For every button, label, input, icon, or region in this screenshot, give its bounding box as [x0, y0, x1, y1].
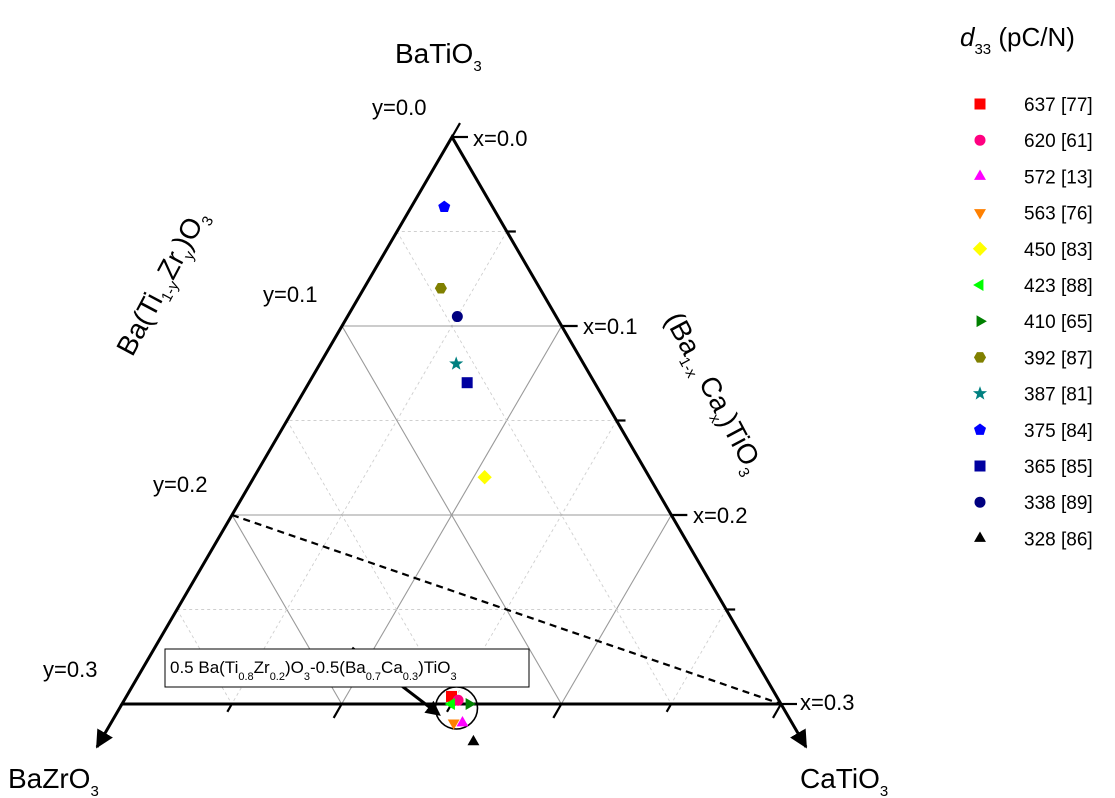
legend-marker-11 [974, 496, 986, 508]
legend-entry-8: 387 [81] [1024, 385, 1093, 406]
grid-line [451, 420, 617, 705]
data-point-4 [477, 470, 492, 485]
data-point-6 [465, 698, 476, 710]
legend-marker-8 [972, 386, 988, 400]
legend-entry-9: 375 [84] [1024, 421, 1093, 442]
x-axis-title: (Ba1-x Cax)TiO3 [655, 307, 770, 480]
tick-marks [113, 122, 797, 719]
z-tick-mark [772, 703, 782, 719]
grid-line [396, 231, 672, 705]
z-tick-mark [226, 703, 233, 713]
y-tick-mark [286, 412, 293, 422]
data-point-11 [451, 311, 463, 323]
legend-marker-0 [974, 98, 986, 110]
legend-entry-5: 423 [88] [1024, 276, 1093, 297]
data-points [434, 200, 492, 746]
legend-entry-4: 450 [83] [1024, 240, 1093, 261]
grid-line [231, 231, 508, 705]
x-tick-2: x=0.2 [693, 503, 747, 528]
z-tick-mark [665, 703, 673, 713]
y-tick-mark [341, 311, 351, 327]
data-point-10 [461, 377, 473, 389]
legend-marker-7 [973, 352, 987, 363]
y-tick-mark [176, 601, 183, 611]
vertex-left-label: BaZrO3 [8, 763, 99, 798]
legend-entry-3: 563 [76] [1024, 204, 1093, 225]
vertex-top-label: BaTiO3 [395, 38, 482, 75]
vertex-right-label: CaTiO3 [800, 763, 888, 798]
legend-marker-3 [974, 209, 986, 220]
z-tick-mark [332, 703, 343, 719]
y-tick-mark [451, 122, 461, 138]
chart-extras [231, 513, 782, 730]
y-tick-3: y=0.3 [43, 657, 97, 682]
legend-entry-0: 637 [77] [1024, 95, 1093, 116]
annotation-box: 0.5 Ba(Ti0.8Zr0.2)O3-0.5(Ba0.7Ca0.3)TiO3 [164, 648, 530, 688]
data-point-9 [438, 200, 451, 213]
y-tick-mark [121, 689, 131, 705]
legend-entry-10: 365 [85] [1024, 457, 1093, 478]
x-tick-3: x=0.3 [800, 690, 854, 715]
data-point-2 [456, 716, 469, 727]
legend-entry-2: 572 [13] [1024, 167, 1093, 188]
dashed-composition-line [231, 513, 782, 706]
legend-entry-1: 620 [61] [1024, 131, 1093, 152]
legend-entry-12: 328 [86] [1024, 529, 1093, 550]
legend: 637 [77] 620 [61] 572 [13] 563 [76] 450 [83]… [972, 95, 1093, 550]
y-tick-0: y=0.0 [372, 95, 426, 120]
legend-marker-5 [973, 279, 984, 291]
legend-marker-12 [974, 531, 986, 542]
legend-marker-2 [974, 169, 986, 180]
data-point-7 [434, 282, 447, 294]
z-tick-mark [113, 703, 123, 719]
legend-entry-6: 410 [65] [1024, 312, 1093, 333]
arrow-catio3 [779, 703, 808, 749]
grid-line [670, 609, 727, 705]
y-tick-mark [396, 223, 403, 233]
data-point-1 [452, 694, 464, 706]
data-point-8 [449, 356, 464, 370]
legend-title: d33 (pC/N) [960, 22, 1075, 58]
x-tick-1: x=0.1 [583, 314, 637, 339]
x-tick-0: x=0.0 [473, 126, 527, 151]
data-point-5 [444, 698, 455, 710]
data-point-12 [467, 734, 480, 746]
legend-marker-6 [976, 315, 987, 328]
legend-entry-7: 392 [87] [1024, 348, 1093, 369]
y-tick-2: y=0.2 [153, 472, 207, 497]
data-point-0 [446, 690, 458, 702]
legend-marker-4 [972, 241, 988, 256]
legend-marker-9 [973, 423, 987, 435]
z-tick-mark [552, 703, 563, 719]
y-axis-title: Ba(Ti1-yZry)O3 [110, 205, 217, 363]
y-tick-mark [231, 500, 241, 516]
legend-entry-11: 338 [89] [1024, 493, 1093, 514]
annotation-text: 0.5 Ba(Ti0.8Zr0.2)O3-0.5(Ba0.7Ca0.3)TiO3 [170, 658, 457, 683]
y-tick-1: y=0.1 [263, 282, 317, 307]
legend-marker-10 [974, 460, 986, 472]
legend-marker-1 [974, 134, 986, 146]
data-point-3 [447, 719, 460, 730]
